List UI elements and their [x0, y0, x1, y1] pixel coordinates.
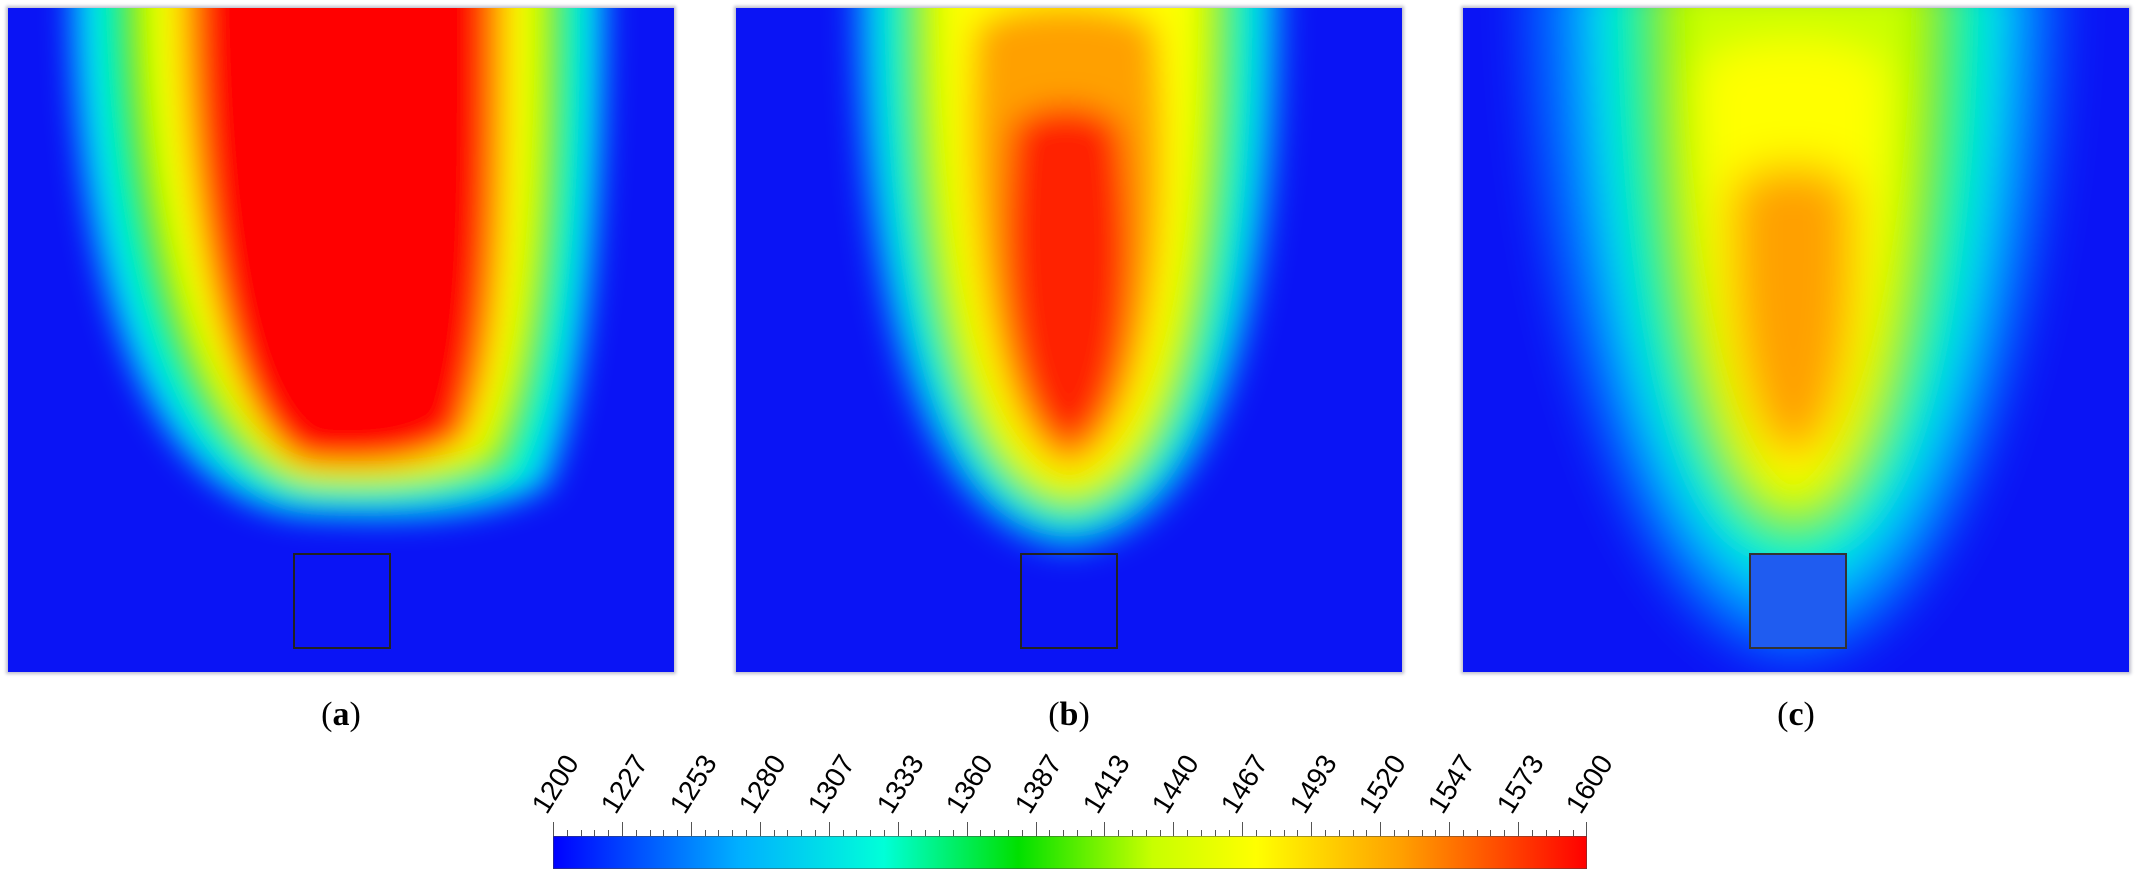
panel-c [1463, 8, 2129, 672]
colorbar-tick-label: 1493 [1283, 749, 1344, 819]
colorbar-tick-label: 1387 [1008, 749, 1068, 819]
obstacle-square-b [1020, 553, 1118, 649]
colorbar-tick-label: 1307 [801, 749, 861, 819]
colorbar-tick-label: 1280 [732, 749, 792, 819]
obstacle-square-a [293, 553, 391, 649]
colorbar-tick-label: 1440 [1145, 749, 1206, 819]
colorbar [552, 835, 1588, 870]
caption-a: (a) [321, 696, 361, 733]
obstacle-square-c [1749, 553, 1847, 649]
colorbar-tick-label: 1333 [870, 749, 930, 819]
caption-b: (b) [1048, 696, 1090, 733]
colorbar-tick-label: 1200 [525, 749, 585, 819]
caption-c: (c) [1777, 696, 1815, 733]
colorbar-tick-label: 1227 [594, 749, 654, 819]
colorbar-tick-label: 1360 [939, 749, 999, 819]
colorbar-ticks [553, 822, 1587, 836]
panel-a [8, 8, 674, 672]
colorbar-tick-label: 1547 [1421, 749, 1481, 819]
colorbar-tick-label: 1467 [1214, 749, 1275, 819]
colorbar-tick-label: 1520 [1352, 749, 1413, 819]
colorbar-tick-label: 1413 [1077, 749, 1137, 819]
colorbar-tick-label: 1600 [1559, 749, 1619, 819]
colorbar-tick-label: 1573 [1490, 749, 1550, 819]
colorbar-tick-label: 1253 [663, 749, 723, 819]
panel-b [736, 8, 1402, 672]
